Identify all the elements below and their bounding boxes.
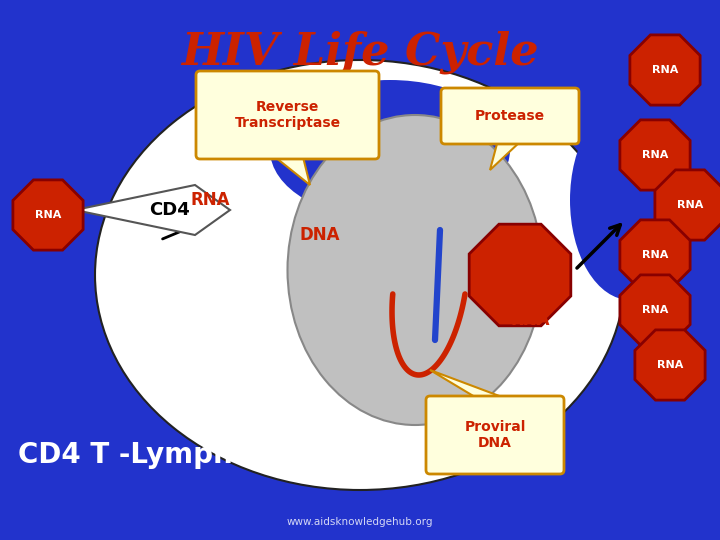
Text: Proviral
DNA: Proviral DNA [464, 420, 526, 450]
Ellipse shape [570, 100, 690, 300]
Text: Reverse
Transcriptase: Reverse Transcriptase [235, 100, 341, 130]
Polygon shape [655, 170, 720, 240]
Text: RNA: RNA [35, 210, 61, 220]
Polygon shape [469, 224, 571, 326]
Polygon shape [620, 220, 690, 290]
Text: RNA: RNA [677, 200, 703, 210]
Polygon shape [490, 140, 522, 170]
Text: www.aidsknowledgehub.org: www.aidsknowledgehub.org [287, 517, 433, 527]
Polygon shape [272, 155, 310, 185]
Text: RNA: RNA [642, 150, 668, 160]
Text: CD4: CD4 [150, 201, 190, 219]
Text: Protease: Protease [475, 109, 545, 123]
Text: RNA: RNA [510, 311, 550, 329]
Ellipse shape [95, 60, 625, 490]
Text: RNA: RNA [642, 305, 668, 315]
FancyBboxPatch shape [196, 71, 379, 159]
Text: CD4 T -Lymphocyte: CD4 T -Lymphocyte [18, 441, 319, 469]
Polygon shape [430, 370, 510, 400]
Polygon shape [620, 275, 690, 345]
Polygon shape [75, 185, 230, 235]
Polygon shape [620, 120, 690, 190]
Polygon shape [635, 330, 705, 400]
FancyBboxPatch shape [441, 88, 579, 144]
Text: RNA: RNA [190, 191, 230, 209]
Text: RNA: RNA [652, 65, 678, 75]
Text: HIV Life Cycle: HIV Life Cycle [181, 30, 539, 73]
Text: RNA: RNA [657, 360, 683, 370]
Text: RNA: RNA [642, 250, 668, 260]
FancyBboxPatch shape [426, 396, 564, 474]
Polygon shape [13, 180, 83, 250]
Text: DNA: DNA [300, 226, 341, 244]
Ellipse shape [287, 115, 542, 425]
Polygon shape [630, 35, 700, 105]
Ellipse shape [270, 80, 510, 220]
